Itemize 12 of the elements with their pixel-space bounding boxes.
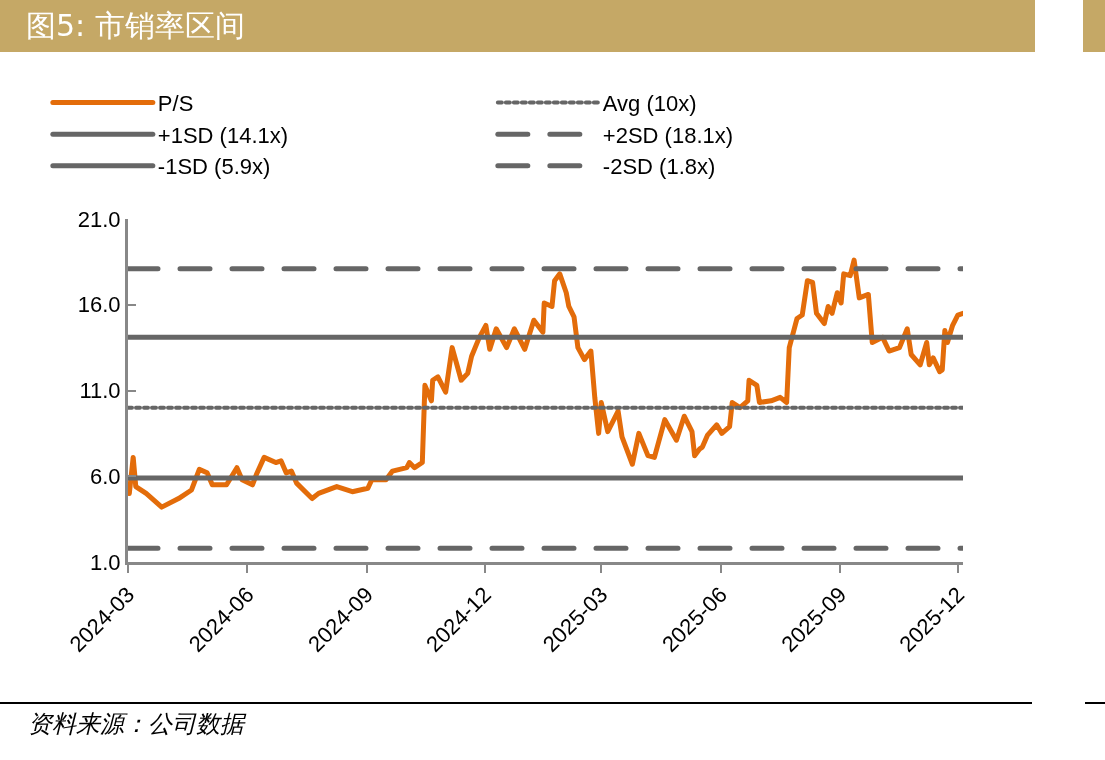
legend-label: +2SD (18.1x) bbox=[602, 122, 734, 148]
legend-label: -2SD (1.8x) bbox=[602, 154, 716, 180]
legend-label: Avg (10x) bbox=[602, 91, 697, 117]
y-tick-label: 6.0 bbox=[90, 463, 121, 489]
legend-label: P/S bbox=[157, 91, 194, 117]
y-tick-label: 21.0 bbox=[77, 206, 121, 232]
y-tick-label: 1.0 bbox=[90, 549, 121, 575]
legend-label: +1SD (14.1x) bbox=[157, 122, 289, 148]
y-tick-label: 11.0 bbox=[79, 378, 121, 404]
y-tick-label: 16.0 bbox=[77, 292, 121, 318]
chart-title: 图5: 市销率区间 bbox=[0, 0, 1035, 52]
legend-label: -1SD (5.9x) bbox=[157, 154, 271, 180]
